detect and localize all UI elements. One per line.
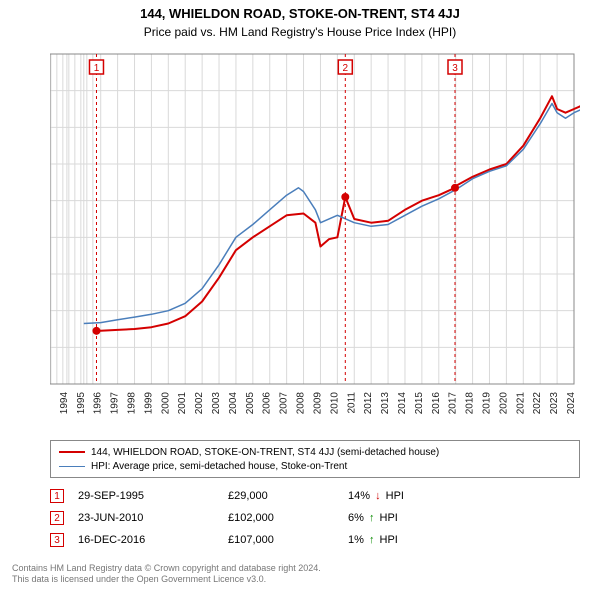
transaction-hpi-suffix: HPI [376, 512, 397, 524]
x-tick-label: 2023 [549, 392, 560, 415]
x-tick-label: 2007 [279, 392, 290, 415]
x-tick-label: 2000 [160, 392, 171, 415]
transaction-price: £29,000 [228, 490, 348, 502]
x-tick-label: 1999 [143, 392, 154, 415]
x-tick-label: 2013 [380, 392, 391, 415]
x-tick-label: 2017 [448, 392, 459, 415]
x-tick-label: 2022 [532, 392, 543, 415]
x-tick-label: 2006 [262, 392, 273, 415]
transaction-number-box: 3 [50, 533, 64, 547]
pre-data-hatch [50, 54, 96, 384]
footer-line-1: Contains HM Land Registry data © Crown c… [12, 563, 321, 573]
x-tick-label: 2014 [397, 392, 408, 415]
transaction-pct: 14% [348, 490, 373, 502]
event-number-label: 3 [452, 63, 458, 74]
transaction-hpi-suffix: HPI [376, 534, 397, 546]
arrow-down-icon: ↓ [375, 490, 381, 502]
legend-label: HPI: Average price, semi-detached house,… [91, 461, 347, 472]
transaction-date: 29-SEP-1995 [78, 490, 228, 502]
transaction-vs-hpi: 14% ↓ HPI [348, 490, 404, 502]
x-tick-label: 2001 [177, 392, 188, 415]
chart-subtitle: Price paid vs. HM Land Registry's House … [0, 25, 600, 39]
x-tick-label: 2003 [211, 392, 222, 415]
series-hpi [84, 104, 580, 324]
x-tick-label: 2011 [346, 392, 357, 414]
legend-item: HPI: Average price, semi-detached house,… [59, 459, 571, 473]
event-dot [341, 193, 349, 201]
transaction-price: £107,000 [228, 534, 348, 546]
transaction-vs-hpi: 1% ↑ HPI [348, 534, 398, 546]
legend-swatch [59, 466, 85, 467]
x-tick-label: 2018 [465, 392, 476, 415]
legend-swatch [59, 451, 85, 453]
chart-svg: £0£20K£40K£60K£80K£100K£120K£140K£160K£1… [50, 50, 580, 430]
event-dot [451, 184, 459, 192]
x-tick-label: 2010 [329, 392, 340, 415]
event-number-label: 1 [94, 63, 100, 74]
x-tick-label: 2004 [228, 392, 239, 415]
transaction-number-box: 2 [50, 511, 64, 525]
transaction-vs-hpi: 6% ↑ HPI [348, 512, 398, 524]
transaction-price: £102,000 [228, 512, 348, 524]
attribution-footer: Contains HM Land Registry data © Crown c… [12, 563, 588, 586]
legend-label: 144, WHIELDON ROAD, STOKE-ON-TRENT, ST4 … [91, 447, 439, 458]
footer-line-2: This data is licensed under the Open Gov… [12, 574, 266, 584]
event-number-label: 2 [343, 63, 349, 74]
event-dot [92, 327, 100, 335]
x-tick-label: 2009 [312, 392, 323, 415]
transaction-date: 23-JUN-2010 [78, 512, 228, 524]
x-tick-label: 2008 [296, 392, 307, 415]
transaction-pct: 6% [348, 512, 367, 524]
x-tick-label: 2021 [515, 392, 526, 415]
series-price_paid [97, 96, 581, 331]
x-tick-label: 2020 [498, 392, 509, 415]
transaction-date: 16-DEC-2016 [78, 534, 228, 546]
arrow-up-icon: ↑ [369, 534, 375, 546]
arrow-up-icon: ↑ [369, 512, 375, 524]
x-tick-label: 2005 [245, 392, 256, 415]
transaction-row: 3 16-DEC-2016£107,0001% ↑ HPI [50, 529, 580, 551]
legend-item: 144, WHIELDON ROAD, STOKE-ON-TRENT, ST4 … [59, 445, 571, 459]
x-tick-label: 2012 [363, 392, 374, 415]
transaction-number-box: 1 [50, 489, 64, 503]
x-tick-label: 1997 [110, 392, 121, 415]
x-tick-label: 2002 [194, 392, 205, 415]
transactions-table: 1 29-SEP-1995£29,00014% ↓ HPI 2 23-JUN-2010… [50, 485, 580, 551]
x-tick-label: 2024 [566, 392, 577, 415]
x-tick-label: 2016 [431, 392, 442, 415]
x-tick-label: 1994 [59, 392, 70, 415]
chart-title-address: 144, WHIELDON ROAD, STOKE-ON-TRENT, ST4 … [0, 6, 600, 21]
x-tick-label: 1998 [127, 392, 138, 415]
transaction-row: 2 23-JUN-2010£102,0006% ↑ HPI [50, 507, 580, 529]
transaction-row: 1 29-SEP-1995£29,00014% ↓ HPI [50, 485, 580, 507]
chart-plot-area: £0£20K£40K£60K£80K£100K£120K£140K£160K£1… [50, 50, 580, 430]
legend: 144, WHIELDON ROAD, STOKE-ON-TRENT, ST4 … [50, 440, 580, 478]
title-area: 144, WHIELDON ROAD, STOKE-ON-TRENT, ST4 … [0, 0, 600, 39]
x-tick-label: 2019 [481, 392, 492, 415]
x-tick-label: 1993 [50, 392, 53, 415]
transaction-pct: 1% [348, 534, 367, 546]
x-tick-label: 2015 [414, 392, 425, 415]
x-tick-label: 1996 [93, 392, 104, 415]
transaction-hpi-suffix: HPI [383, 490, 404, 502]
x-tick-label: 1995 [76, 392, 87, 415]
